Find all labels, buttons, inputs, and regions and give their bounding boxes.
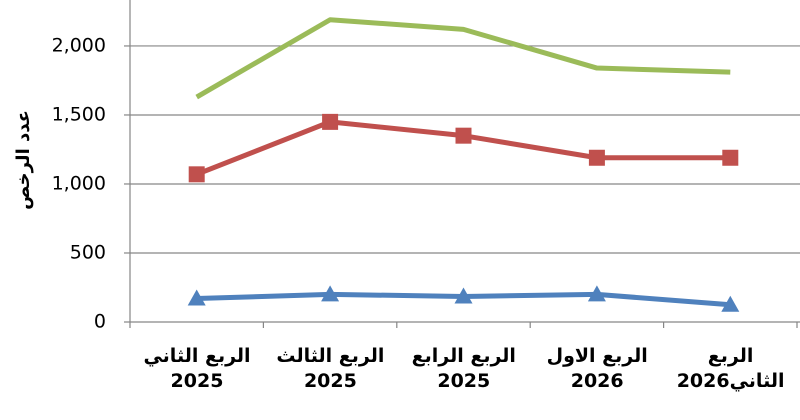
marker [188,166,205,183]
marker [721,295,740,312]
line-series [195,17,731,100]
marker [321,285,340,302]
marker [587,285,606,302]
x-tick-label: الربع الثالث 2025 [276,345,385,392]
x-tick-label: الربع الرابع 2025 [411,345,516,392]
marker [588,149,605,166]
marker [455,127,472,144]
x-tick-label: الربع الثاني2026 [676,345,785,392]
y-tick-label: 2,000 [52,34,106,56]
marker [322,113,339,130]
y-tick-label: 500 [70,241,106,263]
y-tick-label: 1,000 [52,172,106,194]
y-axis-label: عدد الرخص [13,110,34,210]
marker [722,149,739,166]
x-tick-label: الربع الثاني 2025 [143,345,251,392]
y-tick-label: 1,500 [52,103,106,125]
marker [454,287,473,304]
y-tick-label: 0 [94,311,106,333]
x-tick-label: الربع الاول 2026 [546,345,648,392]
marker [187,289,206,306]
